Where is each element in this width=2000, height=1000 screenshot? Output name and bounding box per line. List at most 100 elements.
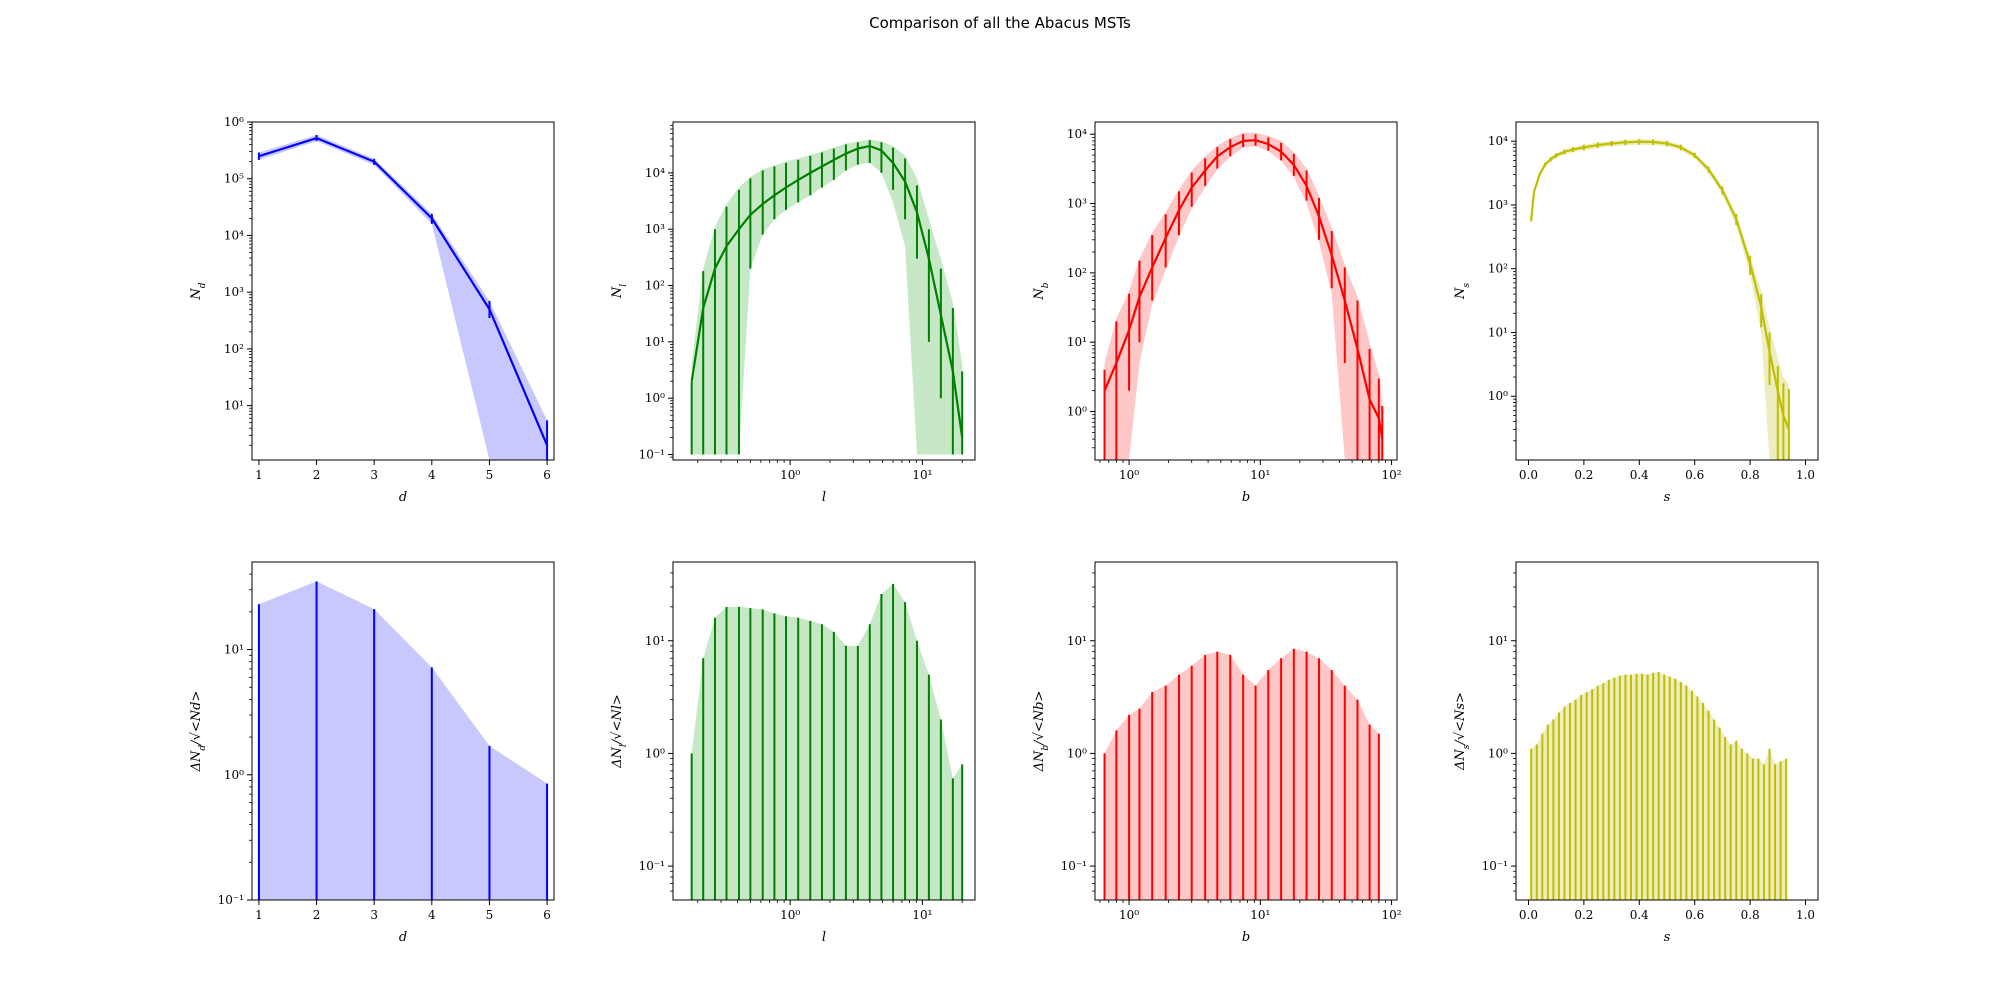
plot-area <box>1103 648 1380 900</box>
x-tick-label: 2 <box>313 468 321 482</box>
error-band <box>258 134 548 460</box>
x-tick-label: 0.0 <box>1519 908 1538 922</box>
x-tick-label: 1 <box>255 468 263 482</box>
plot-area <box>690 583 964 900</box>
series-line <box>1103 139 1384 440</box>
x-axis-label: l <box>822 490 826 505</box>
y-tick-label: 10¹ <box>645 335 665 349</box>
axes-frame <box>1515 561 1819 901</box>
x-tick-label: 0.6 <box>1685 908 1704 922</box>
x-tick-label: 10⁰ <box>780 908 800 922</box>
y-tick-label: 10¹ <box>1488 634 1508 648</box>
error-band <box>1531 139 1789 460</box>
y-axis-label: Nl <box>610 284 629 299</box>
x-tick-label: 6 <box>543 468 551 482</box>
y-axis-label: ΔNl/√<Nl> <box>610 694 629 769</box>
x-axis-label: d <box>399 930 407 945</box>
x-tick-label: 6 <box>543 908 551 922</box>
plot-area <box>1530 671 1788 900</box>
y-axis-label: ΔNb/√<Nb> <box>1032 691 1051 773</box>
y-tick-label: 10⁴ <box>224 228 244 242</box>
panel-top-1: 10⁰ 10¹ 10⁻¹ 10⁰ 10¹ 10² 10³ 10⁴ l Nl <box>610 121 976 505</box>
y-axis-label: ΔNs/√<Ns> <box>1453 692 1472 771</box>
panel-bottom-1: 10⁰ 10¹ 10⁻¹ 10⁰ 10¹ l ΔNl/√<Nl> <box>610 561 976 945</box>
y-tick-label: 10⁴ <box>1488 134 1508 148</box>
panel-bottom-0: 1 2 3 4 5 6 10⁻¹ 10⁰ 10¹ d ΔNd/√<Nd> <box>189 561 555 945</box>
y-tick-label: 10⁶ <box>224 115 244 129</box>
area-fill <box>691 583 963 900</box>
y-tick-label: 10¹ <box>1067 634 1087 648</box>
x-tick-label: 10⁰ <box>780 468 800 482</box>
plot-area <box>1530 139 1790 460</box>
series-line <box>1530 140 1790 430</box>
x-tick-label: 0.4 <box>1630 468 1649 482</box>
y-axis-label: Nd <box>189 282 208 300</box>
y-tick-label: 10⁻¹ <box>639 859 665 873</box>
x-tick-label: 1.0 <box>1796 908 1815 922</box>
figure-title: Comparison of all the Abacus MSTs <box>869 14 1131 32</box>
y-tick-label: 10³ <box>1067 197 1087 211</box>
axes-frame <box>672 561 976 901</box>
y-tick-label: 10¹ <box>645 634 665 648</box>
y-tick-label: 10⁻¹ <box>639 448 665 462</box>
y-tick-label: 10³ <box>645 222 665 236</box>
error-band <box>1104 132 1383 460</box>
x-tick-label: 10⁰ <box>1119 468 1139 482</box>
axes-frame <box>251 561 555 901</box>
y-axis-label: Ns <box>1453 283 1472 300</box>
x-tick-label: 1 <box>255 908 263 922</box>
y-axis-label: Nb <box>1032 282 1051 300</box>
y-tick-label: 10⁰ <box>645 746 665 760</box>
y-tick-label: 10² <box>224 342 244 356</box>
series-line <box>258 136 549 446</box>
plot-area <box>1103 132 1384 460</box>
y-tick-label: 10⁰ <box>224 768 244 782</box>
y-tick-label: 10⁰ <box>645 391 665 405</box>
y-tick-label: 10⁰ <box>1488 389 1508 403</box>
area-fill <box>258 581 548 900</box>
x-tick-label: 0.0 <box>1519 468 1538 482</box>
x-tick-label: 0.8 <box>1741 468 1760 482</box>
y-tick-label: 10¹ <box>1488 325 1508 339</box>
x-tick-label: 1.0 <box>1796 468 1815 482</box>
y-tick-label: 10⁰ <box>1067 746 1087 760</box>
area-fill <box>1104 648 1379 900</box>
y-axis-label: ΔNd/√<Nd> <box>189 691 208 773</box>
x-tick-label: 4 <box>428 468 436 482</box>
y-tick-label: 10³ <box>224 285 244 299</box>
y-tick-label: 10⁴ <box>645 166 665 180</box>
panel-bottom-3: 0.0 0.2 0.4 0.6 0.8 1.0 10⁻¹ 10⁰ 10¹ s ΔNs/√<Ns> <box>1453 561 1819 945</box>
x-axis-label: s <box>1664 930 1671 945</box>
x-tick-label: 0.6 <box>1685 468 1704 482</box>
x-tick-label: 10¹ <box>1250 908 1270 922</box>
x-tick-label: 3 <box>370 908 378 922</box>
x-tick-label: 10¹ <box>912 468 932 482</box>
error-band <box>691 139 963 455</box>
y-tick-label: 10¹ <box>224 399 244 413</box>
x-tick-label: 0.2 <box>1574 468 1593 482</box>
x-tick-label: 10¹ <box>1250 468 1270 482</box>
panel-top-2: 10⁰ 10¹ 10² 10⁰ 10¹ 10² 10³ 10⁴ b Nb <box>1032 121 1402 505</box>
y-tick-label: 10⁻¹ <box>218 893 244 907</box>
y-tick-label: 10¹ <box>1067 335 1087 349</box>
plot-area <box>257 581 549 900</box>
x-tick-label: 0.4 <box>1630 908 1649 922</box>
y-tick-label: 10⁰ <box>1488 746 1508 760</box>
panel-top-3: 0.0 0.2 0.4 0.6 0.8 1.0 10⁰ 10¹ 10² 10³ 10⁴ s Ns <box>1453 121 1819 505</box>
y-tick-label: 10² <box>645 279 665 293</box>
y-tick-label: 10⁵ <box>224 172 244 186</box>
x-axis-label: d <box>399 490 407 505</box>
x-axis-label: s <box>1664 490 1671 505</box>
y-tick-label: 10³ <box>1488 198 1508 212</box>
x-axis-label: b <box>1242 930 1250 945</box>
axes-frame <box>1515 121 1819 461</box>
y-tick-label: 10⁻¹ <box>1482 859 1508 873</box>
axes-frame <box>1094 561 1398 901</box>
y-tick-label: 10⁰ <box>1067 405 1087 419</box>
x-tick-label: 10⁰ <box>1119 908 1139 922</box>
x-tick-label: 3 <box>370 468 378 482</box>
plot-area <box>690 139 964 455</box>
x-tick-label: 0.2 <box>1574 908 1593 922</box>
